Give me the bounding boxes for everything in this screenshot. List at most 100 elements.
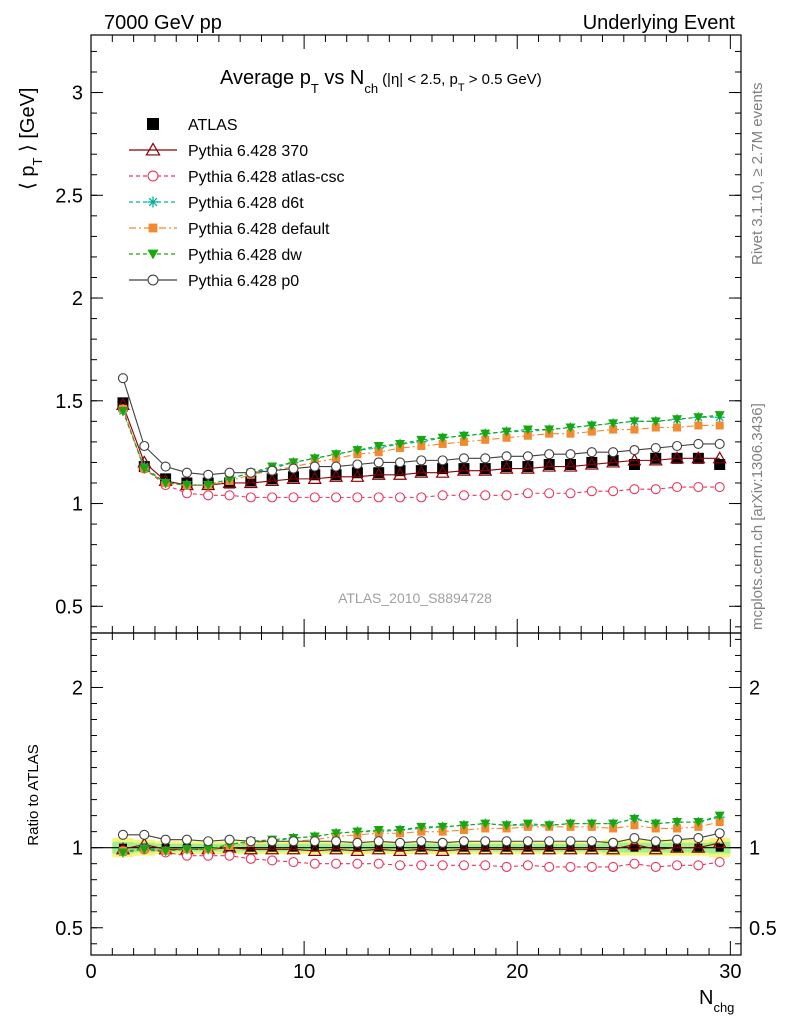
data-point (458, 490, 470, 501)
data-point (565, 458, 577, 470)
data-point (286, 471, 301, 484)
ratio-point (329, 842, 344, 855)
data-point (331, 450, 342, 460)
data-point (243, 475, 258, 489)
ratio-point (203, 845, 214, 855)
series-line (122, 404, 720, 486)
ratio-point (586, 819, 597, 829)
data-point (672, 415, 683, 425)
ratio-point (352, 858, 363, 869)
ratio-point (139, 845, 150, 855)
data-point (586, 456, 598, 468)
data-point (566, 843, 575, 852)
xtick-label: 20 (506, 961, 528, 983)
ratio-point (691, 840, 706, 853)
data-point (289, 843, 298, 852)
mcplots-reference-text: mcplots.cern.ch [arXiv:1306.3436] (749, 403, 766, 630)
data-point (586, 421, 597, 431)
data-point (586, 447, 597, 458)
top-panel-ytick-label: 2.5 (55, 185, 83, 207)
data-point (691, 451, 706, 464)
data-point (160, 461, 171, 472)
data-point (629, 445, 640, 456)
data-point (373, 441, 384, 451)
ratio-point (395, 826, 406, 836)
ratio-point (286, 842, 301, 855)
top-panel-ytick-label: 3 (72, 83, 83, 105)
ratio-series-pythia-6-428-p0 (117, 828, 725, 848)
data-point (502, 843, 511, 852)
data-point (459, 843, 468, 852)
data-point (267, 465, 278, 476)
data-point (714, 438, 725, 449)
data-point (307, 471, 322, 484)
ratio-series-pythia-6-428-370 (115, 835, 727, 856)
data-point (350, 469, 365, 482)
legend-label: Pythia 6.428 default (188, 221, 330, 238)
data-point (310, 843, 319, 852)
ratio-point (714, 857, 725, 868)
data-point (630, 843, 639, 852)
ratio-point (331, 829, 342, 839)
ratio-point (416, 860, 427, 871)
ratio-point (673, 824, 682, 833)
ratio-point (565, 836, 576, 847)
ratio-point (392, 843, 408, 856)
xtick-label: 10 (293, 961, 315, 983)
ratio-point (478, 842, 493, 855)
ratio-point (608, 819, 619, 829)
legend-label: ATLAS (188, 117, 238, 134)
data-point (629, 417, 640, 427)
ratio-point (522, 860, 533, 871)
ratio-point (224, 850, 235, 861)
data-point (309, 492, 320, 503)
data-point (651, 843, 660, 852)
ratio-point (203, 836, 214, 847)
data-point (203, 490, 214, 501)
ratio-point (627, 837, 642, 850)
data-point (608, 486, 619, 497)
data-point (288, 458, 299, 468)
legend-label: Pythia 6.428 370 (188, 143, 308, 160)
data-point (224, 474, 235, 484)
data-point (458, 463, 470, 475)
ratio-point (714, 828, 725, 839)
ratio-point (394, 837, 406, 848)
data-point (394, 492, 406, 503)
ratio-point (520, 842, 535, 855)
data-point (267, 492, 278, 503)
data-point (332, 843, 341, 852)
ratio-point (499, 842, 514, 855)
data-point (543, 458, 555, 470)
data-point (288, 492, 299, 503)
ratio-point (629, 814, 640, 824)
data-point (565, 488, 576, 499)
data-point (520, 461, 535, 474)
ratio-point (307, 843, 322, 856)
data-point (587, 843, 596, 852)
data-point (672, 482, 683, 493)
ratio-point (139, 829, 150, 840)
analysis-watermark: ATLAS_2010_S8894728 (338, 590, 492, 606)
data-point (501, 427, 512, 437)
data-point (245, 475, 257, 487)
data-point (203, 481, 214, 491)
data-point (224, 467, 235, 478)
data-point (456, 463, 471, 476)
data-point (459, 437, 468, 446)
ratio-point (437, 822, 448, 832)
ratio-point (650, 861, 661, 872)
ratio-point (288, 836, 299, 847)
data-point (542, 459, 557, 472)
data-point (566, 429, 575, 438)
ratio-point (243, 842, 258, 855)
ratio-point (160, 834, 171, 845)
ratio-point (629, 833, 640, 844)
data-point (630, 425, 639, 434)
ratio-point (693, 818, 704, 828)
ratio-point (267, 855, 278, 866)
data-point (437, 463, 449, 475)
bottom-y-axis-label: Ratio to ATLAS (25, 744, 42, 845)
data-point (586, 486, 597, 497)
ratio-point (672, 860, 683, 871)
